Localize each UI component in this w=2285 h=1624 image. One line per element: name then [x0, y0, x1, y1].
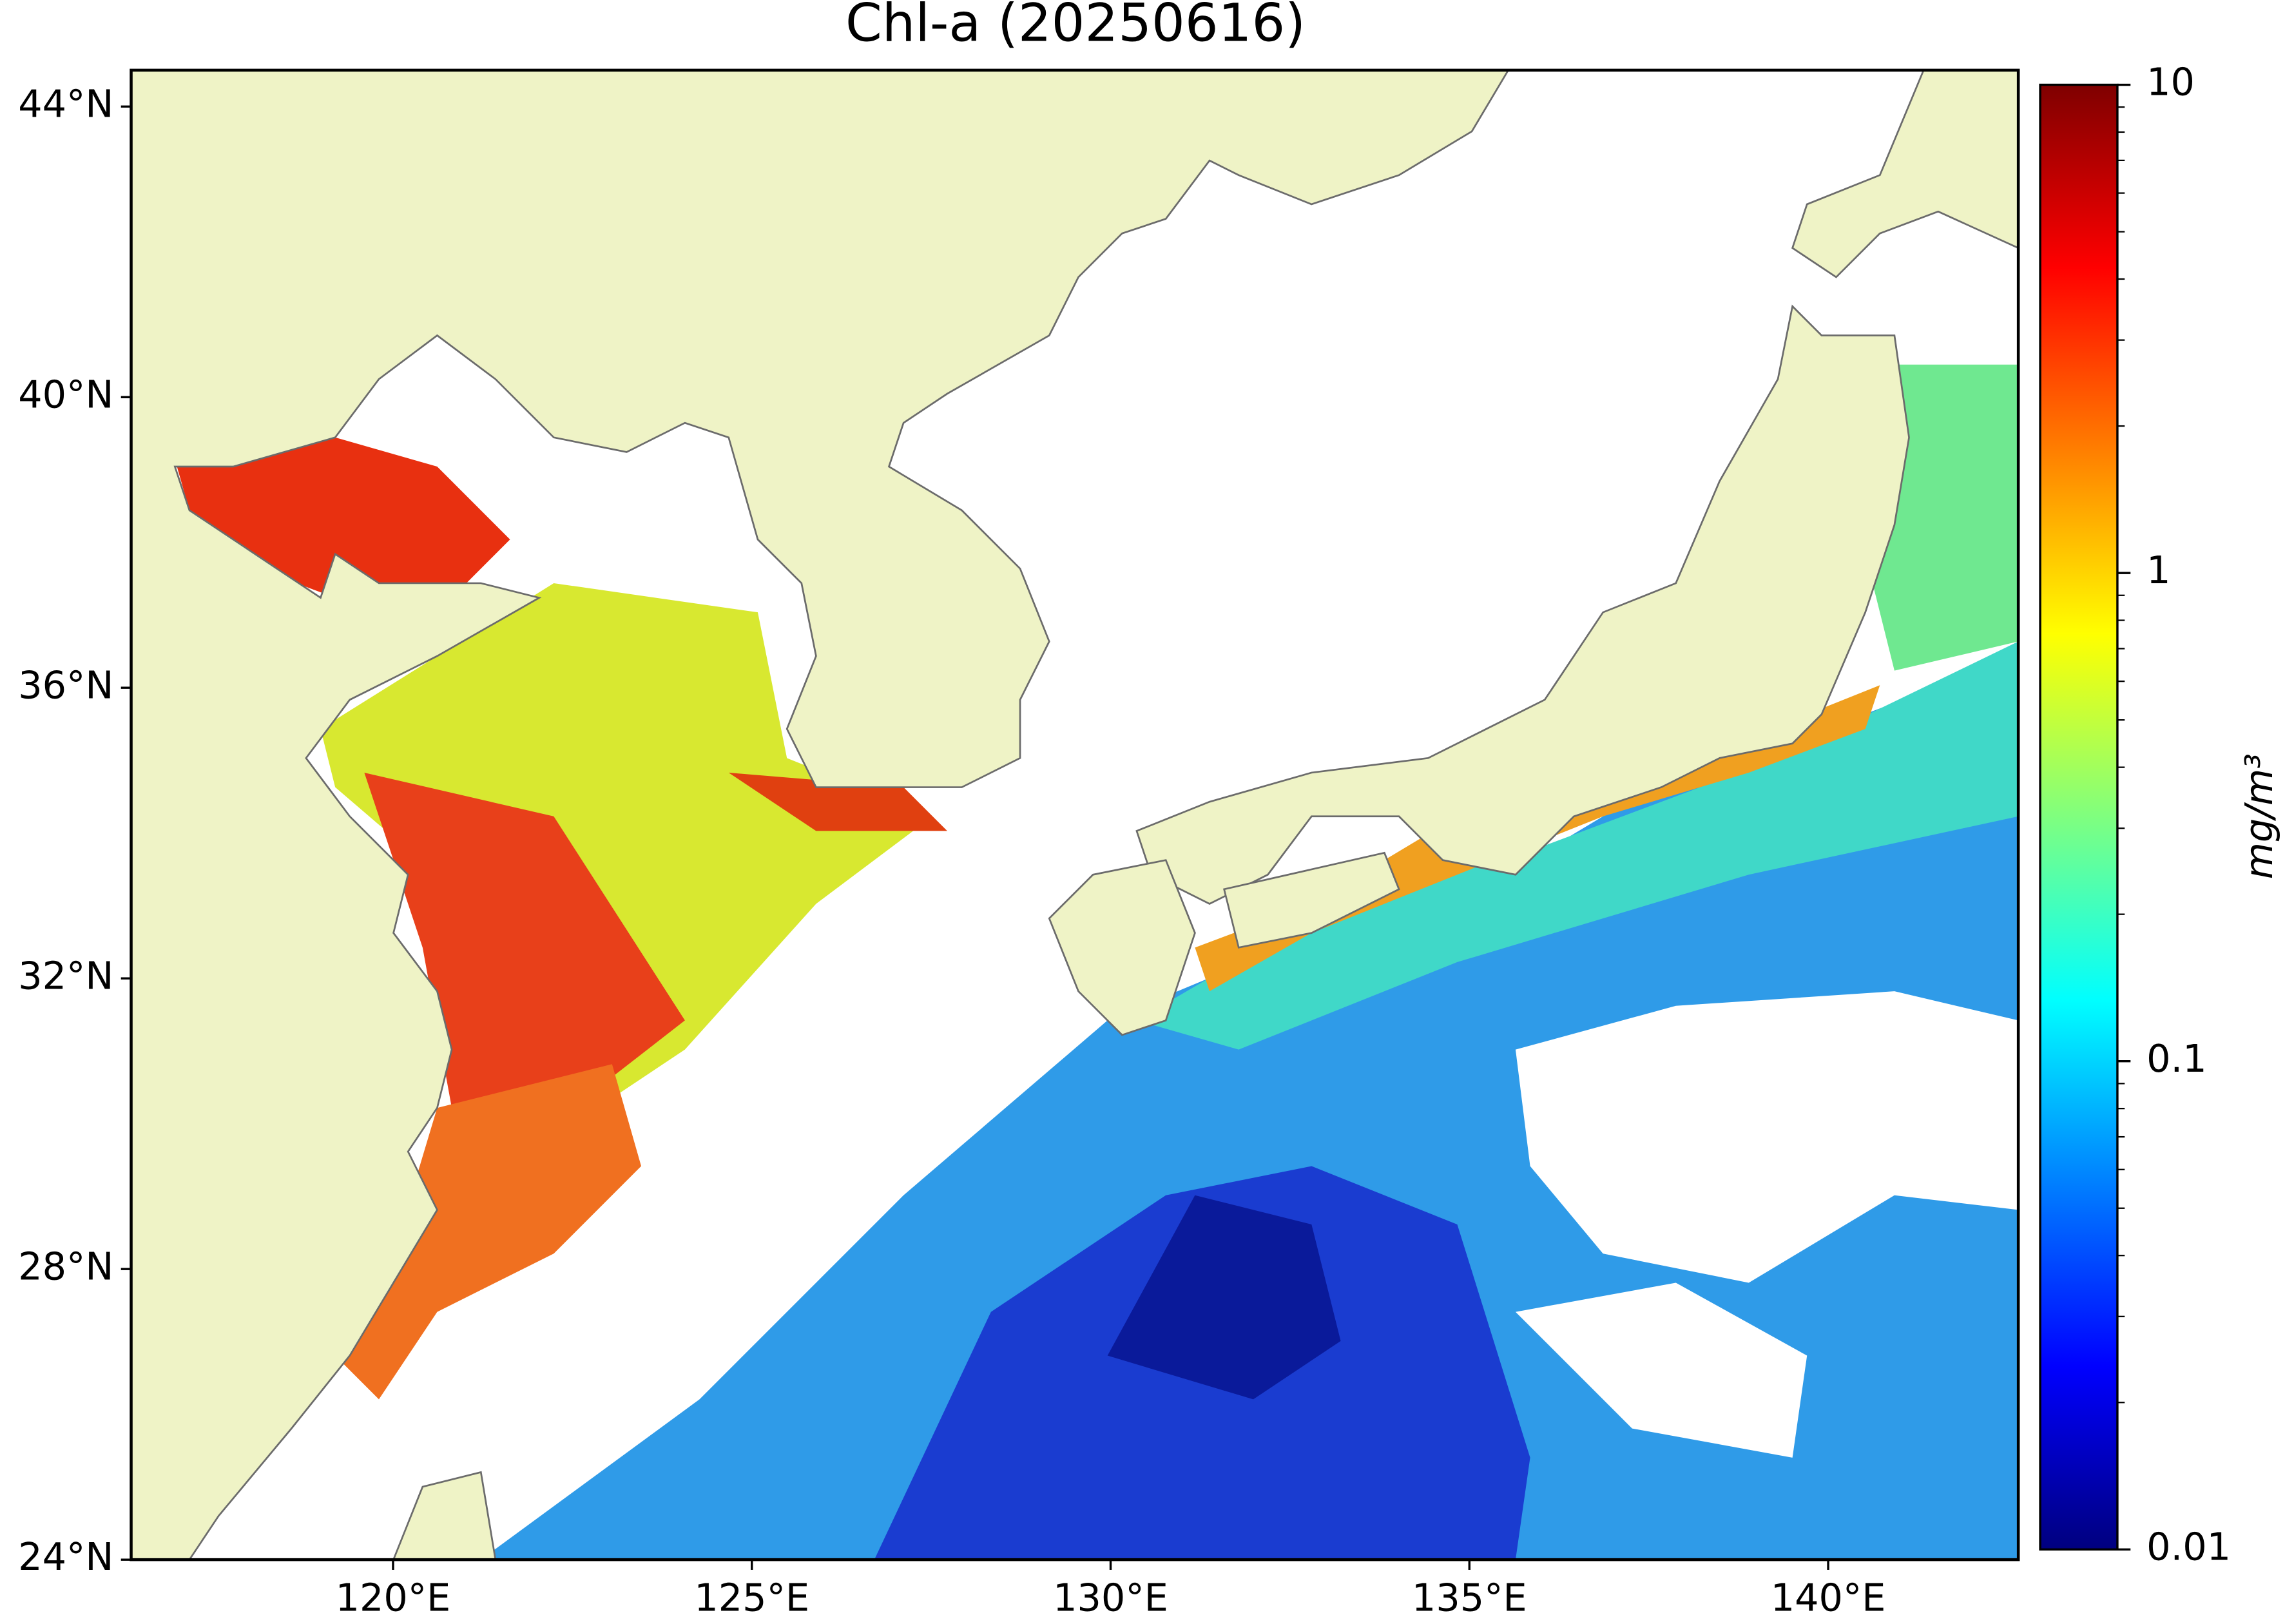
- ocean-chl-patch: [335, 1064, 642, 1400]
- x-tick-label: 135°E: [1412, 1576, 1527, 1620]
- y-tick-label: 36°N: [18, 662, 113, 707]
- cloud: [1515, 1282, 1808, 1458]
- y-tick-label: 32°N: [18, 953, 113, 998]
- y-tick-label: 24°N: [18, 1534, 113, 1579]
- colorbar-tick-label: 0.01: [2146, 1524, 2231, 1569]
- map-title: Chl-a (20250616): [845, 0, 1306, 54]
- land: [131, 70, 1510, 1560]
- x-tick-label: 125°E: [694, 1576, 809, 1620]
- land: [1048, 859, 1196, 1036]
- y-tick-label: 28°N: [18, 1244, 113, 1288]
- colorbar-label: mg/m³: [2237, 753, 2281, 879]
- x-tick-label: 120°E: [336, 1576, 451, 1620]
- colorbar-tick-label: 1: [2146, 548, 2170, 592]
- land: [1791, 70, 2019, 278]
- x-tick-label: 130°E: [1053, 1576, 1168, 1620]
- ocean-chl-patch: [1136, 641, 2019, 1050]
- cloud: [1515, 991, 2019, 1283]
- colorbar-tick-label: 10: [2146, 60, 2195, 104]
- ocean-chl-patch: [1107, 1195, 1341, 1400]
- land: [392, 1471, 497, 1560]
- y-tick-label: 40°N: [18, 372, 113, 416]
- x-tick-label: 140°E: [1771, 1576, 1886, 1620]
- land: [1222, 851, 1400, 949]
- y-tick-label: 44°N: [18, 81, 113, 126]
- map-frame: [130, 68, 2020, 1561]
- colorbar-tick-label: 0.1: [2146, 1036, 2206, 1081]
- map-area: [131, 70, 2019, 1560]
- land: [1135, 304, 1910, 905]
- colorbar: [2039, 83, 2119, 1551]
